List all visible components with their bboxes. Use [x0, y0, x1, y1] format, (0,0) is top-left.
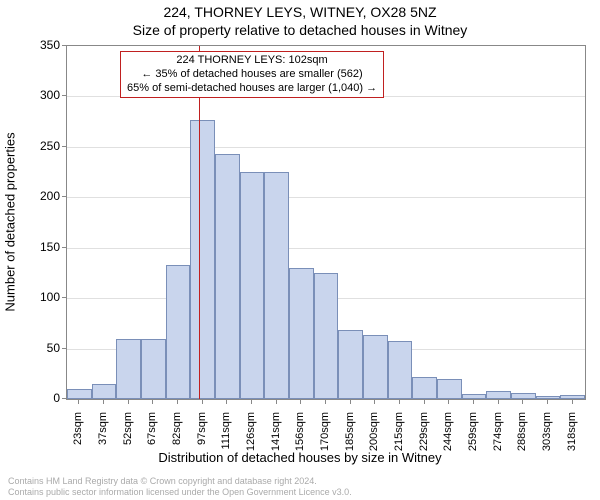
ytick-label: 300	[10, 88, 60, 102]
histogram-bar	[215, 154, 240, 399]
ytick-label: 350	[10, 38, 60, 52]
xtick-mark	[522, 400, 523, 404]
ytick-mark	[62, 146, 66, 147]
property-annotation: 224 THORNEY LEYS: 102sqm ← 35% of detach…	[120, 51, 384, 98]
xtick-mark	[103, 400, 104, 404]
xtick-mark	[128, 400, 129, 404]
histogram-bar	[388, 341, 413, 399]
histogram-bar	[289, 268, 314, 399]
histogram-bar	[412, 377, 437, 399]
histogram-bar	[511, 393, 536, 399]
xtick-mark	[473, 400, 474, 404]
xtick-mark	[226, 400, 227, 404]
histogram-bar	[486, 391, 511, 399]
xtick-mark	[78, 400, 79, 404]
plot-area	[66, 45, 586, 400]
ytick-mark	[62, 297, 66, 298]
histogram-bar	[141, 339, 166, 400]
gridline	[67, 248, 585, 249]
ytick-mark	[62, 95, 66, 96]
xtick-mark	[276, 400, 277, 404]
chart-container: 224, THORNEY LEYS, WITNEY, OX28 5NZ Size…	[0, 0, 600, 500]
xtick-mark	[374, 400, 375, 404]
xtick-mark	[177, 400, 178, 404]
chart-title-line1: 224, THORNEY LEYS, WITNEY, OX28 5NZ	[0, 4, 600, 20]
chart-title-line2: Size of property relative to detached ho…	[0, 22, 600, 38]
ytick-label: 200	[10, 189, 60, 203]
histogram-bar	[536, 396, 561, 399]
gridline	[67, 147, 585, 148]
histogram-bar	[560, 395, 585, 399]
ytick-label: 250	[10, 139, 60, 153]
credits: Contains HM Land Registry data © Crown c…	[8, 476, 352, 498]
histogram-bar	[363, 335, 388, 399]
histogram-bar	[166, 265, 191, 399]
annotation-line: 65% of semi-detached houses are larger (…	[127, 82, 377, 96]
histogram-bar	[116, 339, 141, 400]
histogram-bar	[462, 394, 487, 399]
xtick-mark	[350, 400, 351, 404]
xtick-mark	[424, 400, 425, 404]
xtick-mark	[448, 400, 449, 404]
xtick-mark	[325, 400, 326, 404]
ytick-label: 0	[10, 391, 60, 405]
histogram-bar	[437, 379, 462, 399]
ytick-label: 50	[10, 341, 60, 355]
ytick-mark	[62, 348, 66, 349]
xtick-mark	[547, 400, 548, 404]
histogram-bar	[240, 172, 265, 399]
ytick-label: 150	[10, 240, 60, 254]
xtick-mark	[152, 400, 153, 404]
ytick-mark	[62, 398, 66, 399]
histogram-bar	[67, 389, 92, 399]
annotation-line: ← 35% of detached houses are smaller (56…	[127, 68, 377, 82]
credits-line: Contains HM Land Registry data © Crown c…	[8, 476, 352, 487]
histogram-bar	[338, 330, 363, 399]
x-axis-label: Distribution of detached houses by size …	[0, 450, 600, 465]
ytick-mark	[62, 247, 66, 248]
histogram-bar	[190, 120, 215, 399]
gridline	[67, 197, 585, 198]
property-marker-line	[199, 46, 200, 399]
xtick-mark	[572, 400, 573, 404]
ytick-mark	[62, 196, 66, 197]
ytick-mark	[62, 45, 66, 46]
xtick-mark	[251, 400, 252, 404]
xtick-mark	[202, 400, 203, 404]
histogram-bar	[92, 384, 117, 399]
histogram-bar	[264, 172, 289, 399]
annotation-line: 224 THORNEY LEYS: 102sqm	[127, 54, 377, 68]
ytick-label: 100	[10, 290, 60, 304]
histogram-bar	[314, 273, 339, 399]
credits-line: Contains public sector information licen…	[8, 487, 352, 498]
xtick-mark	[399, 400, 400, 404]
xtick-mark	[498, 400, 499, 404]
xtick-mark	[300, 400, 301, 404]
